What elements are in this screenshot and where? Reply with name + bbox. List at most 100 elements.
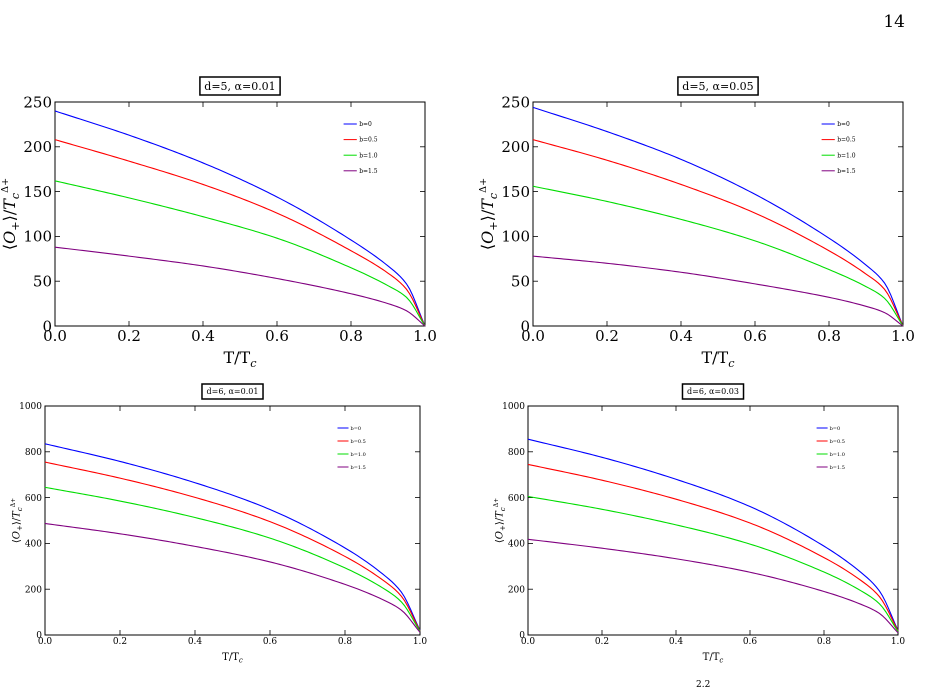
y-label-sup: Δ+ [478, 178, 489, 193]
y-label-t: T [11, 510, 22, 518]
series-line-b-0 [527, 438, 899, 631]
series-line-b-0-5 [532, 139, 904, 327]
y-label-sub: + [9, 221, 22, 230]
y-label-sup: Δ+ [10, 498, 17, 507]
x-tick-label: 0.8 [338, 637, 353, 647]
y-tick-label: 200 [23, 138, 52, 156]
y-tick-label: 400 [508, 540, 525, 550]
y-tick-label: 600 [25, 494, 42, 504]
y-tick-label: 250 [501, 93, 530, 111]
legend-label: b=1.5 [351, 465, 366, 471]
y-label-c: c [499, 507, 507, 511]
x-tick-label: 0.4 [669, 637, 684, 647]
chart-title-frame [201, 383, 264, 400]
chart-title: d=6, α=0.01 [207, 387, 259, 396]
chart-panel-4: d=6, α=0.03 0.0 0.2 0.4 0.6 0.8 1.0 0 200 400 600 8… [488, 380, 927, 667]
legend-label: b=0.5 [351, 439, 366, 445]
caption-fragment: 2.2 [696, 680, 711, 690]
y-tick-label: 0 [36, 631, 42, 641]
plot-frame [527, 405, 899, 636]
x-tick-label: 1.0 [413, 637, 428, 647]
y-tick-label: 200 [508, 585, 525, 595]
plot-frame [532, 101, 904, 327]
chart-title-box: d=6, α=0.01 [201, 383, 264, 400]
chart-title-box: d=5, α=0.01 [199, 76, 281, 96]
y-tick-label: 100 [23, 228, 52, 246]
series-line-b-1-5 [532, 255, 904, 327]
y-label-t: T [0, 198, 19, 210]
x-tick-label: 0.6 [743, 637, 758, 647]
x-tick-label: 0.0 [38, 637, 53, 647]
chart-title-box: d=5, α=0.05 [677, 76, 759, 96]
x-tick-label: 0.2 [595, 327, 619, 345]
x-tick-label: 0.0 [43, 327, 67, 345]
x-tick-label: 0.4 [188, 637, 203, 647]
x-axis-label-sub: c [250, 357, 257, 370]
y-label-c: c [487, 192, 500, 199]
legend-label: b=0 [837, 121, 850, 128]
legend-label: b=0.5 [830, 439, 845, 445]
y-label-o: O [0, 231, 19, 244]
y-label-rest: ⟩/ [11, 517, 22, 525]
legend-label: b=0.5 [837, 137, 856, 144]
y-tick-label: 50 [33, 272, 52, 290]
x-tick-label: 0.0 [521, 327, 545, 345]
x-tick-label: 1.0 [891, 637, 906, 647]
y-label-c: c [16, 507, 24, 511]
x-tick-label: 0.4 [669, 327, 693, 345]
legend-label: b=1.0 [359, 152, 378, 159]
y-tick-label: 1000 [502, 402, 525, 412]
x-axis-label-sub: c [719, 657, 723, 665]
chart-title-frame [677, 76, 759, 96]
x-axis-label-sub: c [239, 657, 243, 665]
legend-label: b=1.5 [830, 465, 845, 471]
series-line-b-1-0 [54, 180, 426, 327]
series-line-b-0 [54, 110, 426, 327]
x-axis-label: T/Tc [701, 348, 735, 370]
y-tick-label: 0 [519, 631, 525, 641]
y-tick-label: 600 [508, 494, 525, 504]
y-tick-label: 200 [25, 585, 42, 595]
y-label-o: O [11, 531, 22, 539]
x-tick-label: 0.2 [117, 327, 141, 345]
x-tick-label: 1.0 [413, 327, 437, 345]
chart-title: d=5, α=0.05 [682, 80, 753, 93]
legend-label: b=0.5 [359, 137, 378, 144]
x-axis-label: T/Tc [703, 652, 724, 665]
series-line-b-1-0 [527, 495, 899, 632]
x-tick-label: 0.2 [595, 637, 609, 647]
y-tick-label: 800 [508, 448, 525, 458]
y-axis-label: ⟨O+⟩/TcΔ+ [478, 178, 500, 250]
y-label-t: T [494, 510, 505, 518]
series-line-b-1-5 [527, 538, 899, 634]
y-label-rest: ⟩/ [0, 209, 19, 221]
x-axis-label: T/Tc [223, 348, 257, 370]
y-label-sup: Δ+ [0, 178, 11, 193]
chart-title-frame [681, 383, 745, 400]
x-tick-label: 0.2 [113, 637, 127, 647]
y-tick-label: 150 [23, 183, 52, 201]
plot-frame [44, 405, 421, 636]
y-label-c: c [9, 192, 22, 199]
y-tick-label: 0 [520, 317, 530, 335]
x-tick-label: 0.6 [743, 327, 767, 345]
y-label-sup: Δ+ [493, 498, 500, 507]
y-label-sub: + [499, 525, 507, 531]
x-tick-label: 0.8 [817, 327, 841, 345]
y-tick-label: 200 [501, 138, 530, 156]
chart-title: d=5, α=0.01 [204, 80, 275, 93]
plot-frame [54, 101, 426, 327]
y-label-o: O [494, 531, 505, 539]
x-tick-label: 0.6 [265, 327, 289, 345]
series-line-b-0-5 [44, 461, 421, 632]
x-axis-label-sub: c [728, 357, 735, 370]
x-tick-label: 1.0 [891, 327, 915, 345]
y-tick-label: 100 [501, 228, 530, 246]
y-tick-label: 150 [501, 183, 530, 201]
x-tick-label: 0.8 [817, 637, 832, 647]
series-line-b-0 [532, 106, 904, 327]
chart-svg: d=5, α=0.05 0.0 0.2 0.4 0.6 0.8 1.0 0 50 100 150 20… [478, 76, 915, 370]
series-line-b-0-5 [54, 139, 426, 327]
series-line-b-0-5 [527, 463, 899, 632]
chart-svg: d=6, α=0.03 0.0 0.2 0.4 0.6 0.8 1.0 0 200 400 600 8… [493, 383, 906, 665]
